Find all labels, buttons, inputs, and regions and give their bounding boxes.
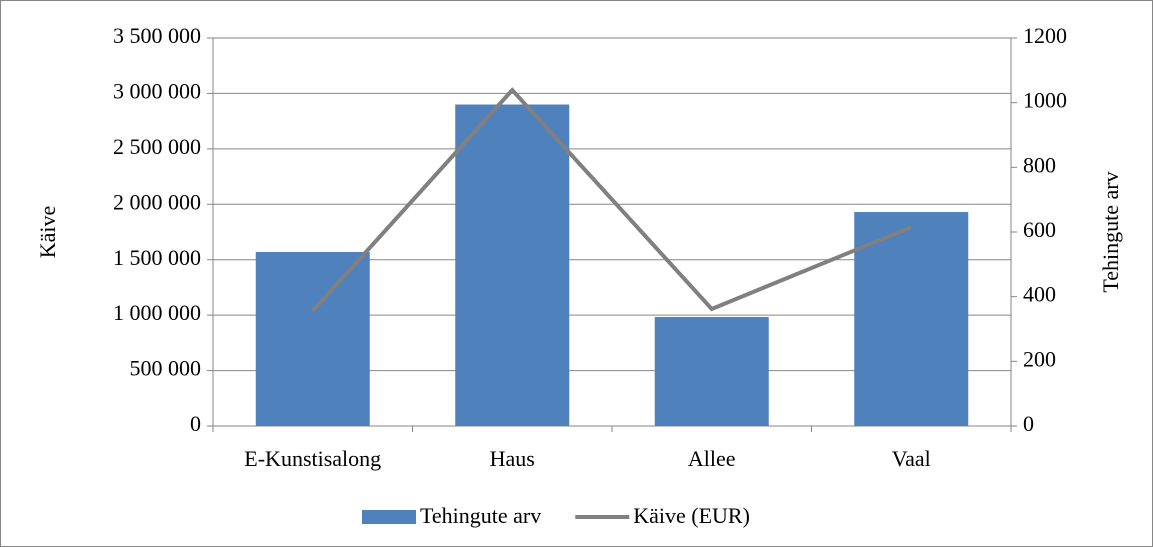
x-tick-label: E-Kunstisalong	[244, 446, 381, 471]
y2-tick-label: 0	[1023, 411, 1034, 436]
legend-label: Tehingute arv	[420, 503, 541, 528]
line	[311, 87, 913, 313]
y2-tick-label: 600	[1023, 217, 1056, 242]
y2-tick-label: 1200	[1023, 23, 1067, 48]
y2-tick-label: 400	[1023, 282, 1056, 307]
y-tick-label: 0	[190, 411, 201, 436]
y-tick-label: 2 500 000	[113, 134, 201, 159]
bar	[854, 212, 969, 426]
y2-tick-label: 200	[1023, 346, 1056, 371]
y-tick-label: 3 000 000	[113, 78, 201, 103]
y2-axis-title: Tehingute arv	[1098, 171, 1123, 292]
legend-label: Käive (EUR)	[633, 503, 750, 528]
y2-tick-label: 1000	[1023, 88, 1067, 113]
y-tick-label: 3 500 000	[113, 23, 201, 48]
y-axis-title: Käive	[35, 206, 60, 259]
bar	[455, 104, 570, 426]
y-tick-label: 1 000 000	[113, 300, 201, 325]
x-tick-label: Haus	[490, 446, 535, 471]
bar	[654, 317, 769, 426]
x-tick-label: Allee	[688, 446, 736, 471]
y2-tick-label: 800	[1023, 152, 1056, 177]
y-tick-label: 1 500 000	[113, 245, 201, 270]
legend-swatch	[362, 510, 416, 524]
x-tick-label: Vaal	[892, 446, 931, 471]
y-tick-label: 500 000	[130, 356, 202, 381]
bar	[255, 251, 370, 426]
y-tick-label: 2 000 000	[113, 189, 201, 214]
